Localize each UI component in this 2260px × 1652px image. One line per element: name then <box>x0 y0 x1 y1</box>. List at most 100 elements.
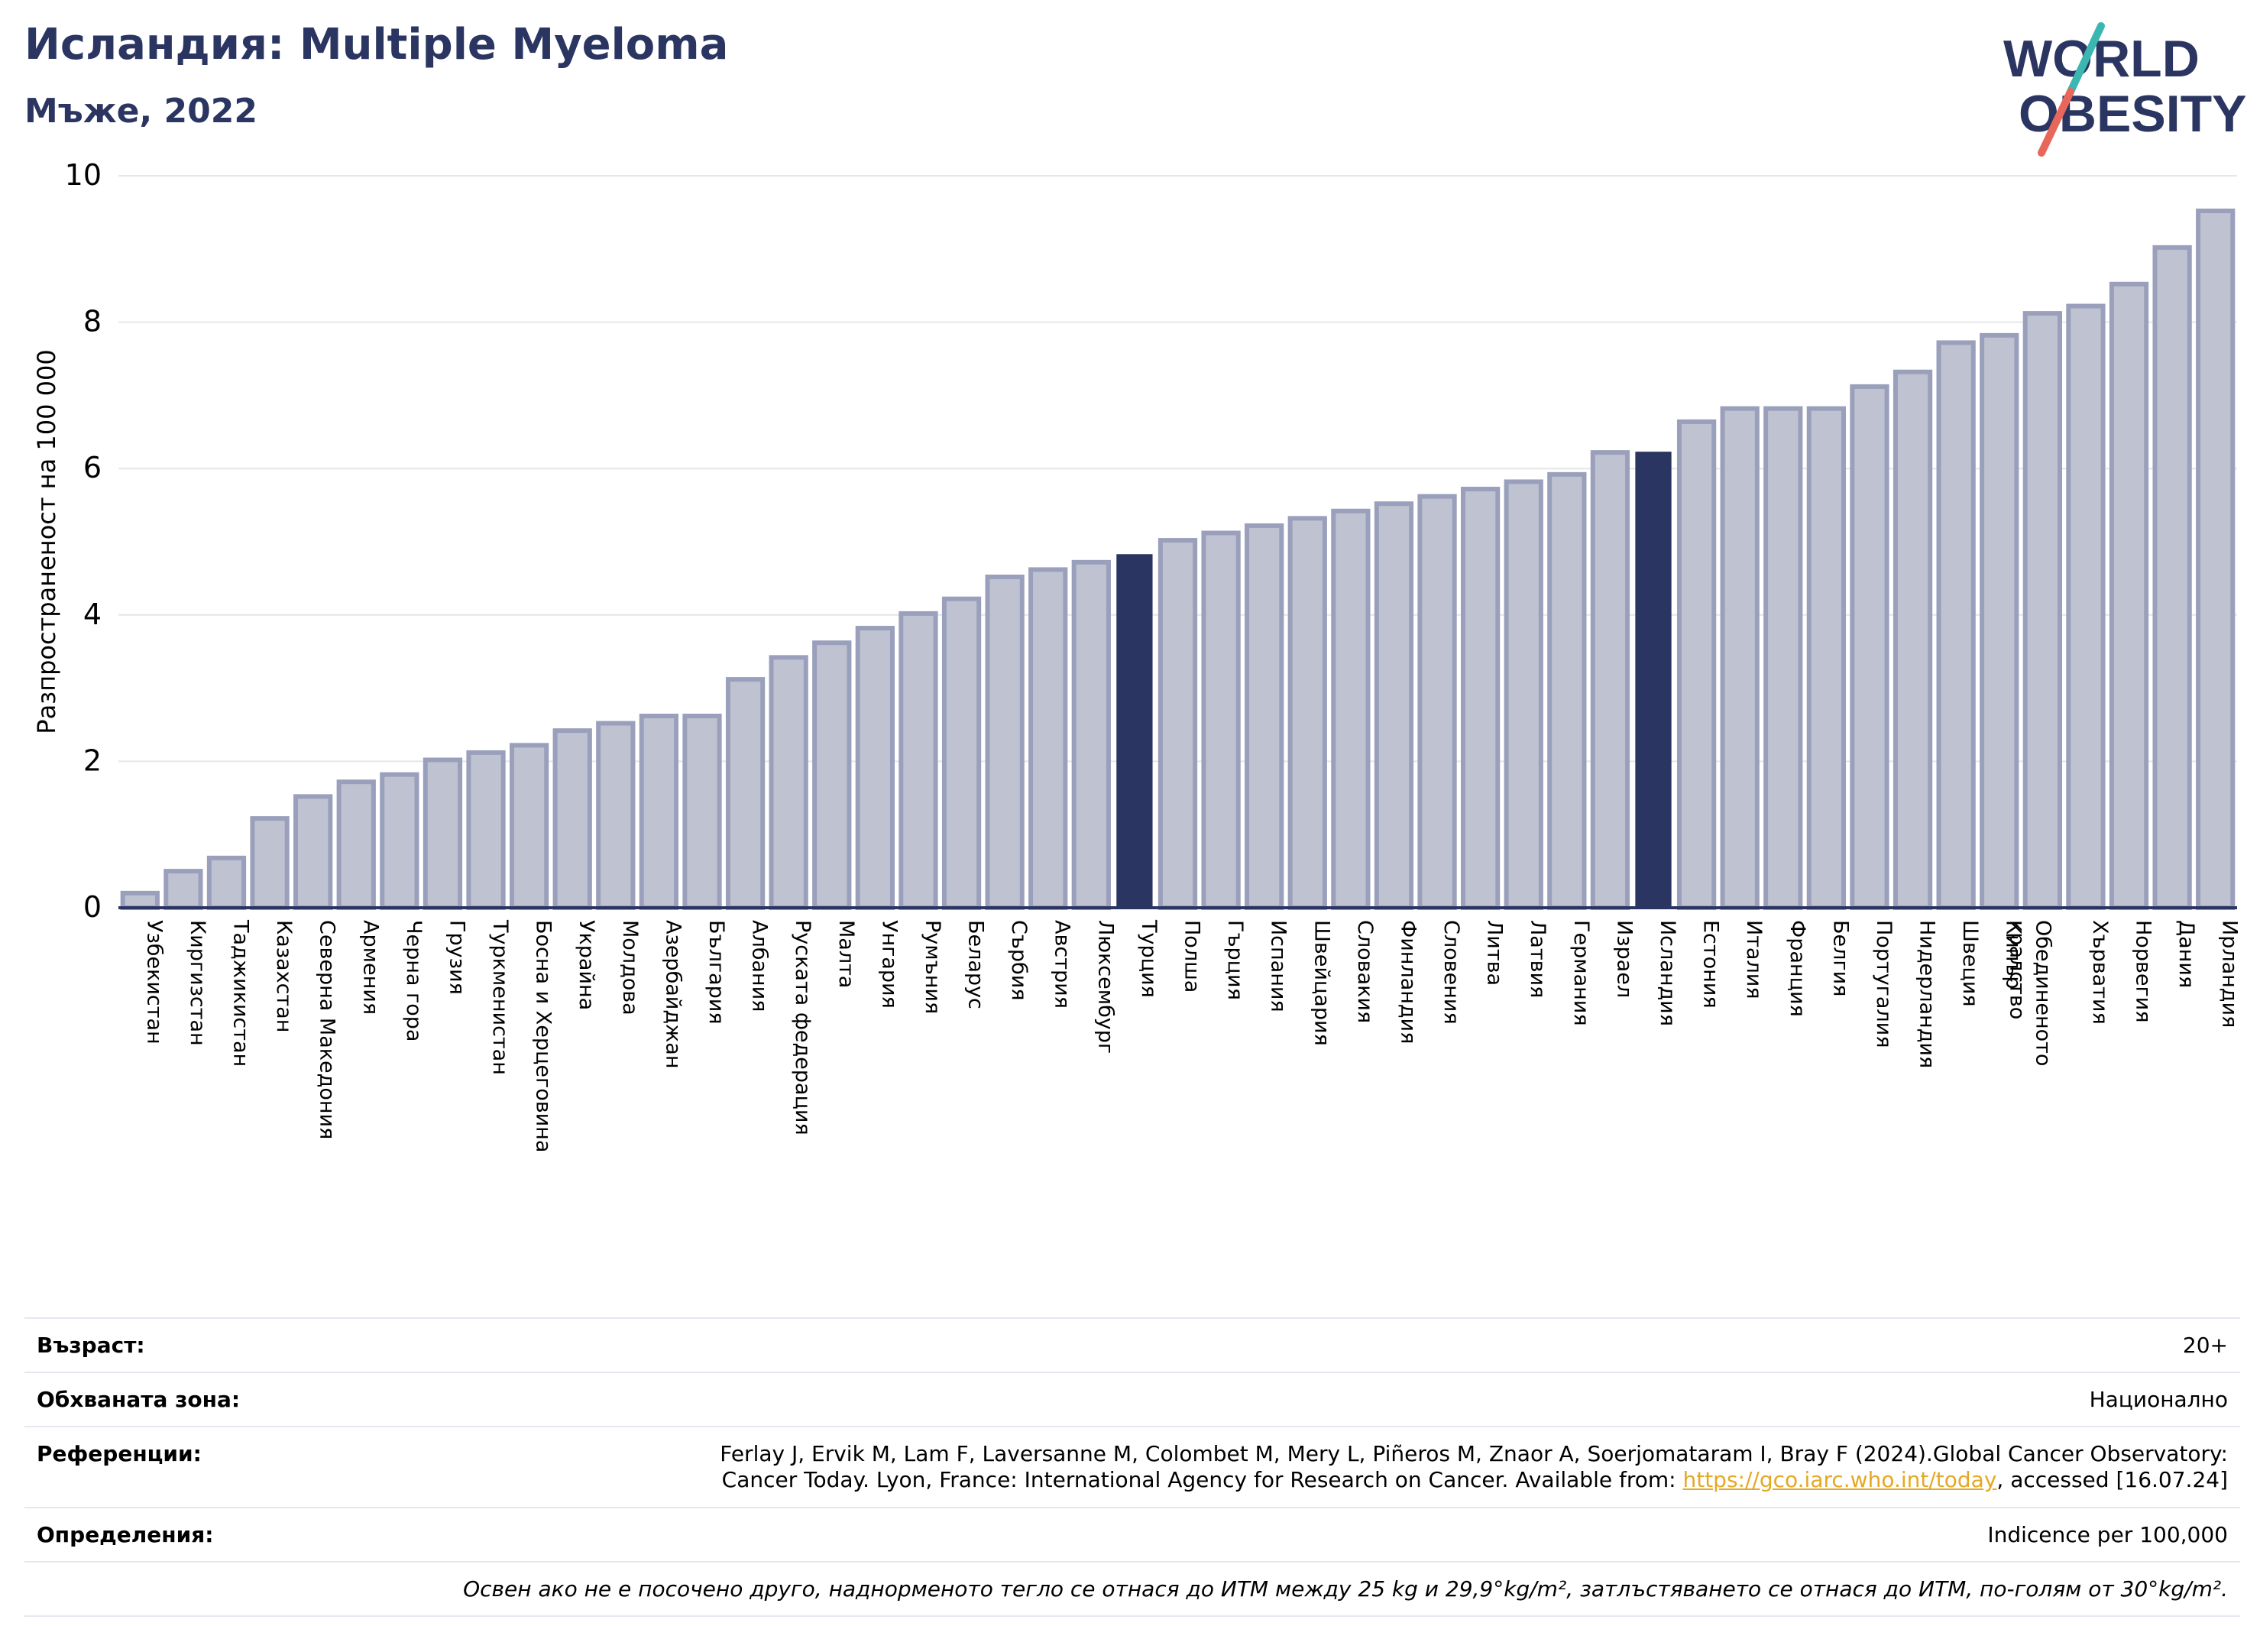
x-tick-label: Израел <box>1612 920 1636 998</box>
x-tick-label: Таджикистан <box>228 919 252 1067</box>
x-tick-label: Киргизстан <box>186 920 209 1046</box>
bar <box>1720 406 1760 911</box>
bars <box>120 208 2236 911</box>
bar <box>769 655 808 910</box>
x-tick-label: Румъния <box>921 920 944 1014</box>
bar-chart: 0 2 4 6 8 10 Узбекистан Киргизстан Таджикистан К… <box>32 158 2242 1152</box>
x-tick-label: Сърбия <box>1007 920 1031 1001</box>
x-tick-label: Полша <box>1180 920 1204 993</box>
definitions-value: Indicence per 100,000 <box>1987 1522 2228 1547</box>
bar <box>1676 419 1717 910</box>
y-tick-label: 4 <box>83 598 102 631</box>
reference-text-2: Cancer Today. Lyon, France: Internationa… <box>721 1467 1683 1492</box>
x-tick-label: Швеция <box>1958 920 1982 1007</box>
age-label: Възраст: <box>37 1333 145 1358</box>
age-value: 20+ <box>2182 1333 2228 1358</box>
chart-title: Исландия: Multiple Myeloma <box>24 20 729 70</box>
bar <box>509 743 549 910</box>
x-tick-label: Кипър <box>2002 920 2025 990</box>
chart-subtitle: Мъже, 2022 <box>24 92 257 131</box>
x-tick-label: Хърватия <box>2088 920 2112 1025</box>
x-tick-label: Молдова <box>618 920 642 1015</box>
x-tick-label: Казахстан <box>272 920 296 1032</box>
note-text: Освен ако не е посочено друго, наднормен… <box>463 1576 2228 1602</box>
bar <box>1331 508 1371 911</box>
x-tick-label: Туркменистан <box>488 919 512 1075</box>
y-axis-label: Разпространеност на 100 000 <box>32 349 61 734</box>
bar <box>1893 369 1933 910</box>
y-tick-label: 0 <box>83 890 102 924</box>
x-tick-label: Германия <box>1569 920 1593 1026</box>
bar <box>1763 406 1803 911</box>
x-tick-label: Гърция <box>1223 920 1247 1000</box>
bar <box>855 626 895 910</box>
bar <box>1417 494 1457 910</box>
x-tick-label: Обединенотокралство <box>2005 920 2054 1066</box>
bar <box>1980 332 2019 910</box>
bar <box>1287 516 1327 910</box>
bar <box>336 779 376 910</box>
bar <box>1936 340 1976 910</box>
area-label: Обхваната зона: <box>37 1387 241 1412</box>
x-tick-label: Узбекистан <box>142 920 166 1045</box>
x-tick-labels: Узбекистан Киргизстан Таджикистан Казахстан… <box>142 919 2241 1152</box>
world-obesity-logo: WORLD OBESITY <box>2003 22 2246 157</box>
x-tick-label: Беларус <box>964 920 988 1009</box>
reference-link[interactable]: https://gco.iarc.who.int/today <box>1682 1467 1997 1492</box>
x-tick-label: Португалия <box>1872 920 1896 1048</box>
x-tick-label: Словения <box>1439 920 1463 1025</box>
x-tick-label: Белгия <box>1828 920 1852 996</box>
bar <box>1504 479 1543 911</box>
bar <box>466 750 506 910</box>
info-row-age: Възраст: 20+ <box>24 1317 2240 1372</box>
bar <box>1590 450 1630 910</box>
x-tick-label: Унгария <box>877 920 901 1009</box>
x-tick-label: България <box>704 920 728 1025</box>
x-tick-label: Руската федерация <box>791 920 814 1135</box>
x-tick-label: Черна гора <box>402 920 426 1041</box>
logo-slash-teal <box>2067 22 2105 96</box>
bar <box>2022 311 2062 910</box>
x-tick-label: Словакия <box>1353 920 1377 1023</box>
bar <box>725 677 766 910</box>
logo-word-world: WORLD <box>2003 30 2200 88</box>
x-tick-label: Литва <box>1483 920 1507 986</box>
x-tick-label: Франция <box>1786 920 1809 1017</box>
info-row-references: Референции: Ferlay J, Ervik M, Lam F, La… <box>24 1426 2240 1507</box>
bar <box>898 611 938 910</box>
bar <box>423 757 463 911</box>
bar <box>941 596 982 910</box>
x-tick-label: Дания <box>2174 920 2198 988</box>
bar <box>596 721 636 910</box>
bar <box>1158 538 1198 910</box>
bar <box>380 772 419 910</box>
bar <box>1806 406 1847 911</box>
x-tick-label: Северна Македония <box>316 920 339 1139</box>
bar <box>2196 208 2236 910</box>
bar <box>1850 384 1889 910</box>
bar <box>985 574 1025 910</box>
bar <box>2152 245 2192 911</box>
bar <box>1028 567 1068 910</box>
info-table: Възраст: 20+ Обхваната зона: Национално … <box>24 1317 2240 1617</box>
x-tick-label: Естония <box>1699 920 1723 1009</box>
x-tick-label: Азербайджан <box>661 920 685 1069</box>
x-tick-label: Норвегия <box>2132 920 2155 1022</box>
x-tick-label: Испания <box>1267 920 1290 1012</box>
bar <box>164 869 203 910</box>
bar <box>639 714 679 911</box>
x-tick-label: Италия <box>1742 920 1766 999</box>
x-tick-label: Исландия <box>1656 920 1679 1026</box>
x-tick-label: Швейцария <box>1310 920 1333 1046</box>
x-tick-label: Турция <box>1137 919 1161 998</box>
bar <box>2066 303 2106 911</box>
reference-text-1: Ferlay J, Ervik M, Lam F, Laversanne M, … <box>720 1441 2228 1466</box>
info-row-definitions: Определения: Indicence per 100,000 <box>24 1507 2240 1561</box>
x-tick-label: Малта <box>834 920 858 988</box>
area-value: Национално <box>2089 1387 2228 1412</box>
bar <box>1374 501 1414 910</box>
y-tick-labels: 0 2 4 6 8 10 <box>65 158 102 924</box>
y-tick-label: 10 <box>65 158 102 192</box>
x-tick-label: Албания <box>748 920 772 1012</box>
bar <box>120 890 160 911</box>
